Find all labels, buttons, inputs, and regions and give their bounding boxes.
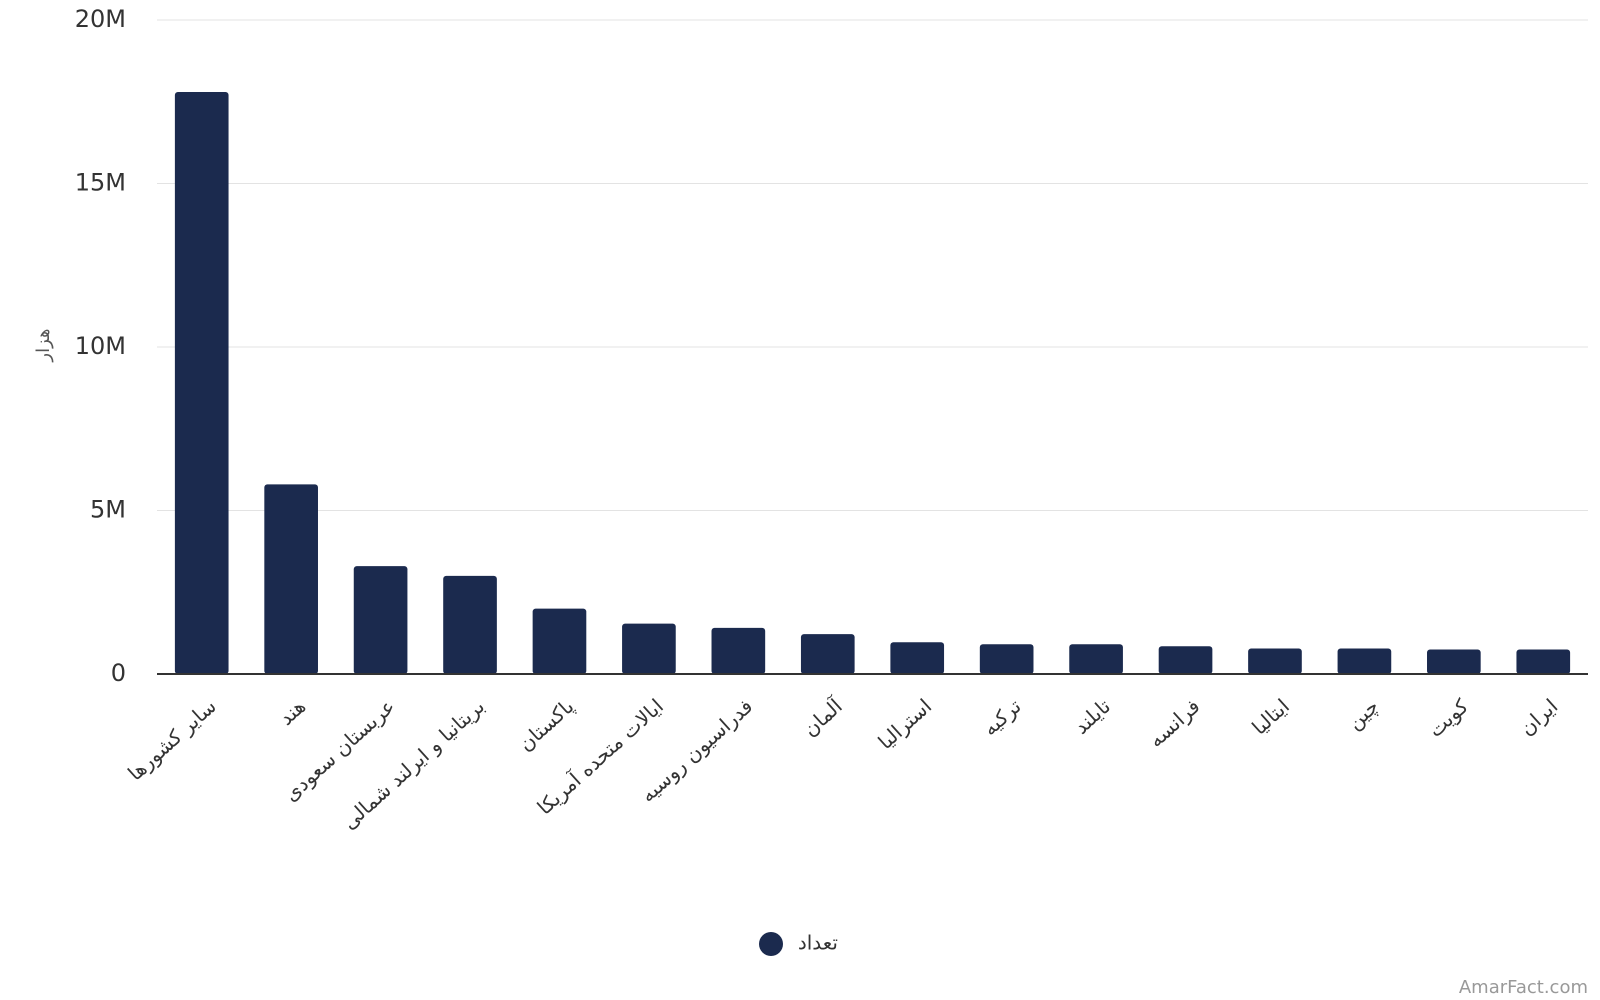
bar xyxy=(174,91,229,674)
x-tick-label: استرالیا xyxy=(873,694,936,754)
bar xyxy=(1337,648,1392,674)
bar xyxy=(532,608,587,674)
x-tick-label: تایلند xyxy=(1069,694,1115,739)
bar xyxy=(353,566,408,674)
x-tick-label: چین xyxy=(1342,694,1383,734)
bar xyxy=(443,575,497,674)
x-tick-label: پاکستان xyxy=(514,694,580,757)
x-tick-label: سایر کشورها xyxy=(123,694,221,785)
watermark: AmarFact.com xyxy=(1459,977,1588,998)
x-tick-label: آلمان xyxy=(797,692,847,741)
bar xyxy=(264,484,318,674)
bar xyxy=(979,644,1034,674)
legend-label: تعداد xyxy=(798,931,838,955)
bar xyxy=(1158,646,1213,674)
bar xyxy=(800,634,855,674)
x-tick-label: فرانسه xyxy=(1144,694,1205,752)
bar xyxy=(622,623,676,674)
bar xyxy=(1248,648,1302,674)
bar xyxy=(1516,649,1571,674)
y-tick-label: 5M xyxy=(90,496,126,524)
y-tick-label: 0 xyxy=(111,659,126,687)
legend-marker xyxy=(759,932,783,956)
x-tick-label: ایتالیا xyxy=(1247,694,1294,740)
x-tick-label: هند xyxy=(274,694,310,730)
x-tick-label: ایران xyxy=(1515,694,1563,740)
bar xyxy=(1069,644,1123,674)
bar xyxy=(711,627,766,674)
y-tick-label: 10M xyxy=(75,332,126,360)
bar xyxy=(1427,649,1481,674)
y-tick-label: 20M xyxy=(75,5,126,33)
bar xyxy=(890,642,945,674)
y-tick-label: 15M xyxy=(75,169,126,197)
x-tick-label: کویت xyxy=(1423,694,1473,742)
x-tick-label: ترکیه xyxy=(978,694,1026,741)
y-axis-label: هزار xyxy=(33,328,54,362)
